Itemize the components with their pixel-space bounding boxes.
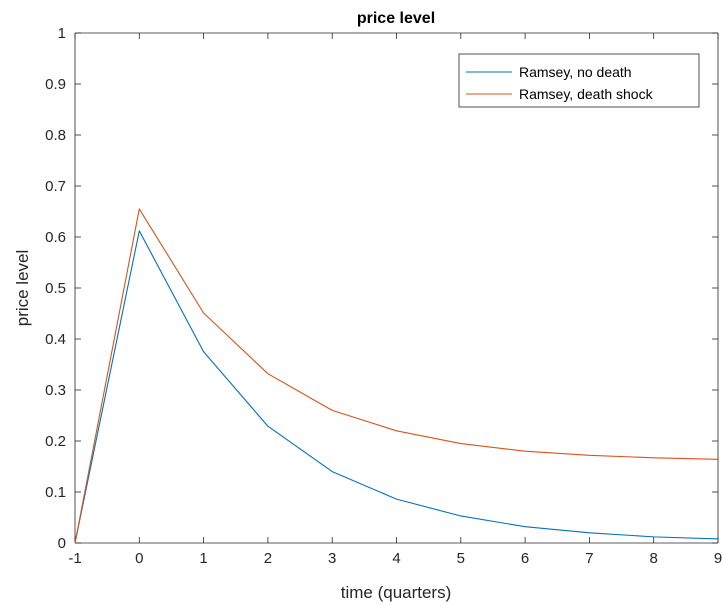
y-tick-label: 0.7 bbox=[45, 178, 66, 195]
y-tick-label: 0.9 bbox=[45, 76, 66, 93]
plot-area bbox=[75, 33, 718, 543]
x-tick-label: 6 bbox=[521, 550, 529, 567]
x-tick-label: 1 bbox=[199, 550, 207, 567]
x-axis-label: time (quarters) bbox=[341, 583, 452, 602]
y-tick-label: 0 bbox=[58, 535, 66, 552]
x-tick-label: 7 bbox=[585, 550, 593, 567]
plot-frame bbox=[75, 33, 718, 543]
series-line-2 bbox=[74, 208, 719, 544]
y-tick-label: 0.2 bbox=[45, 433, 66, 450]
y-axis-label: price level bbox=[13, 250, 32, 327]
legend: Ramsey, no death Ramsey, death shock bbox=[458, 53, 700, 108]
x-tick-label: 2 bbox=[264, 550, 272, 567]
x-tick-label: 4 bbox=[392, 550, 400, 567]
chart-title: price level bbox=[357, 10, 435, 27]
legend-label-1: Ramsey, no death bbox=[519, 64, 632, 80]
x-tick-label: -1 bbox=[68, 550, 81, 567]
y-tick-label: 0.5 bbox=[45, 280, 66, 297]
x-tick-label: 0 bbox=[135, 550, 143, 567]
y-tick-label: 1 bbox=[58, 25, 66, 42]
axes: -1 0 1 2 3 4 5 6 7 8 900.10.20.30.40.50.60.70.80.9… bbox=[45, 25, 722, 567]
series-line-1 bbox=[74, 230, 719, 544]
legend-label-2: Ramsey, death shock bbox=[519, 86, 654, 102]
y-tick-label: 0.3 bbox=[45, 382, 66, 399]
y-tick-label: 0.6 bbox=[45, 229, 66, 246]
y-tick-label: 0.1 bbox=[45, 484, 66, 501]
x-tick-label: 8 bbox=[650, 550, 658, 567]
legend-box bbox=[458, 53, 700, 108]
series-layer bbox=[74, 208, 719, 544]
x-tick-label: 3 bbox=[328, 550, 336, 567]
x-tick-label: 9 bbox=[714, 550, 722, 567]
y-tick-label: 0.8 bbox=[45, 127, 66, 144]
x-tick-label: 5 bbox=[457, 550, 465, 567]
y-tick-label: 0.4 bbox=[45, 331, 66, 348]
